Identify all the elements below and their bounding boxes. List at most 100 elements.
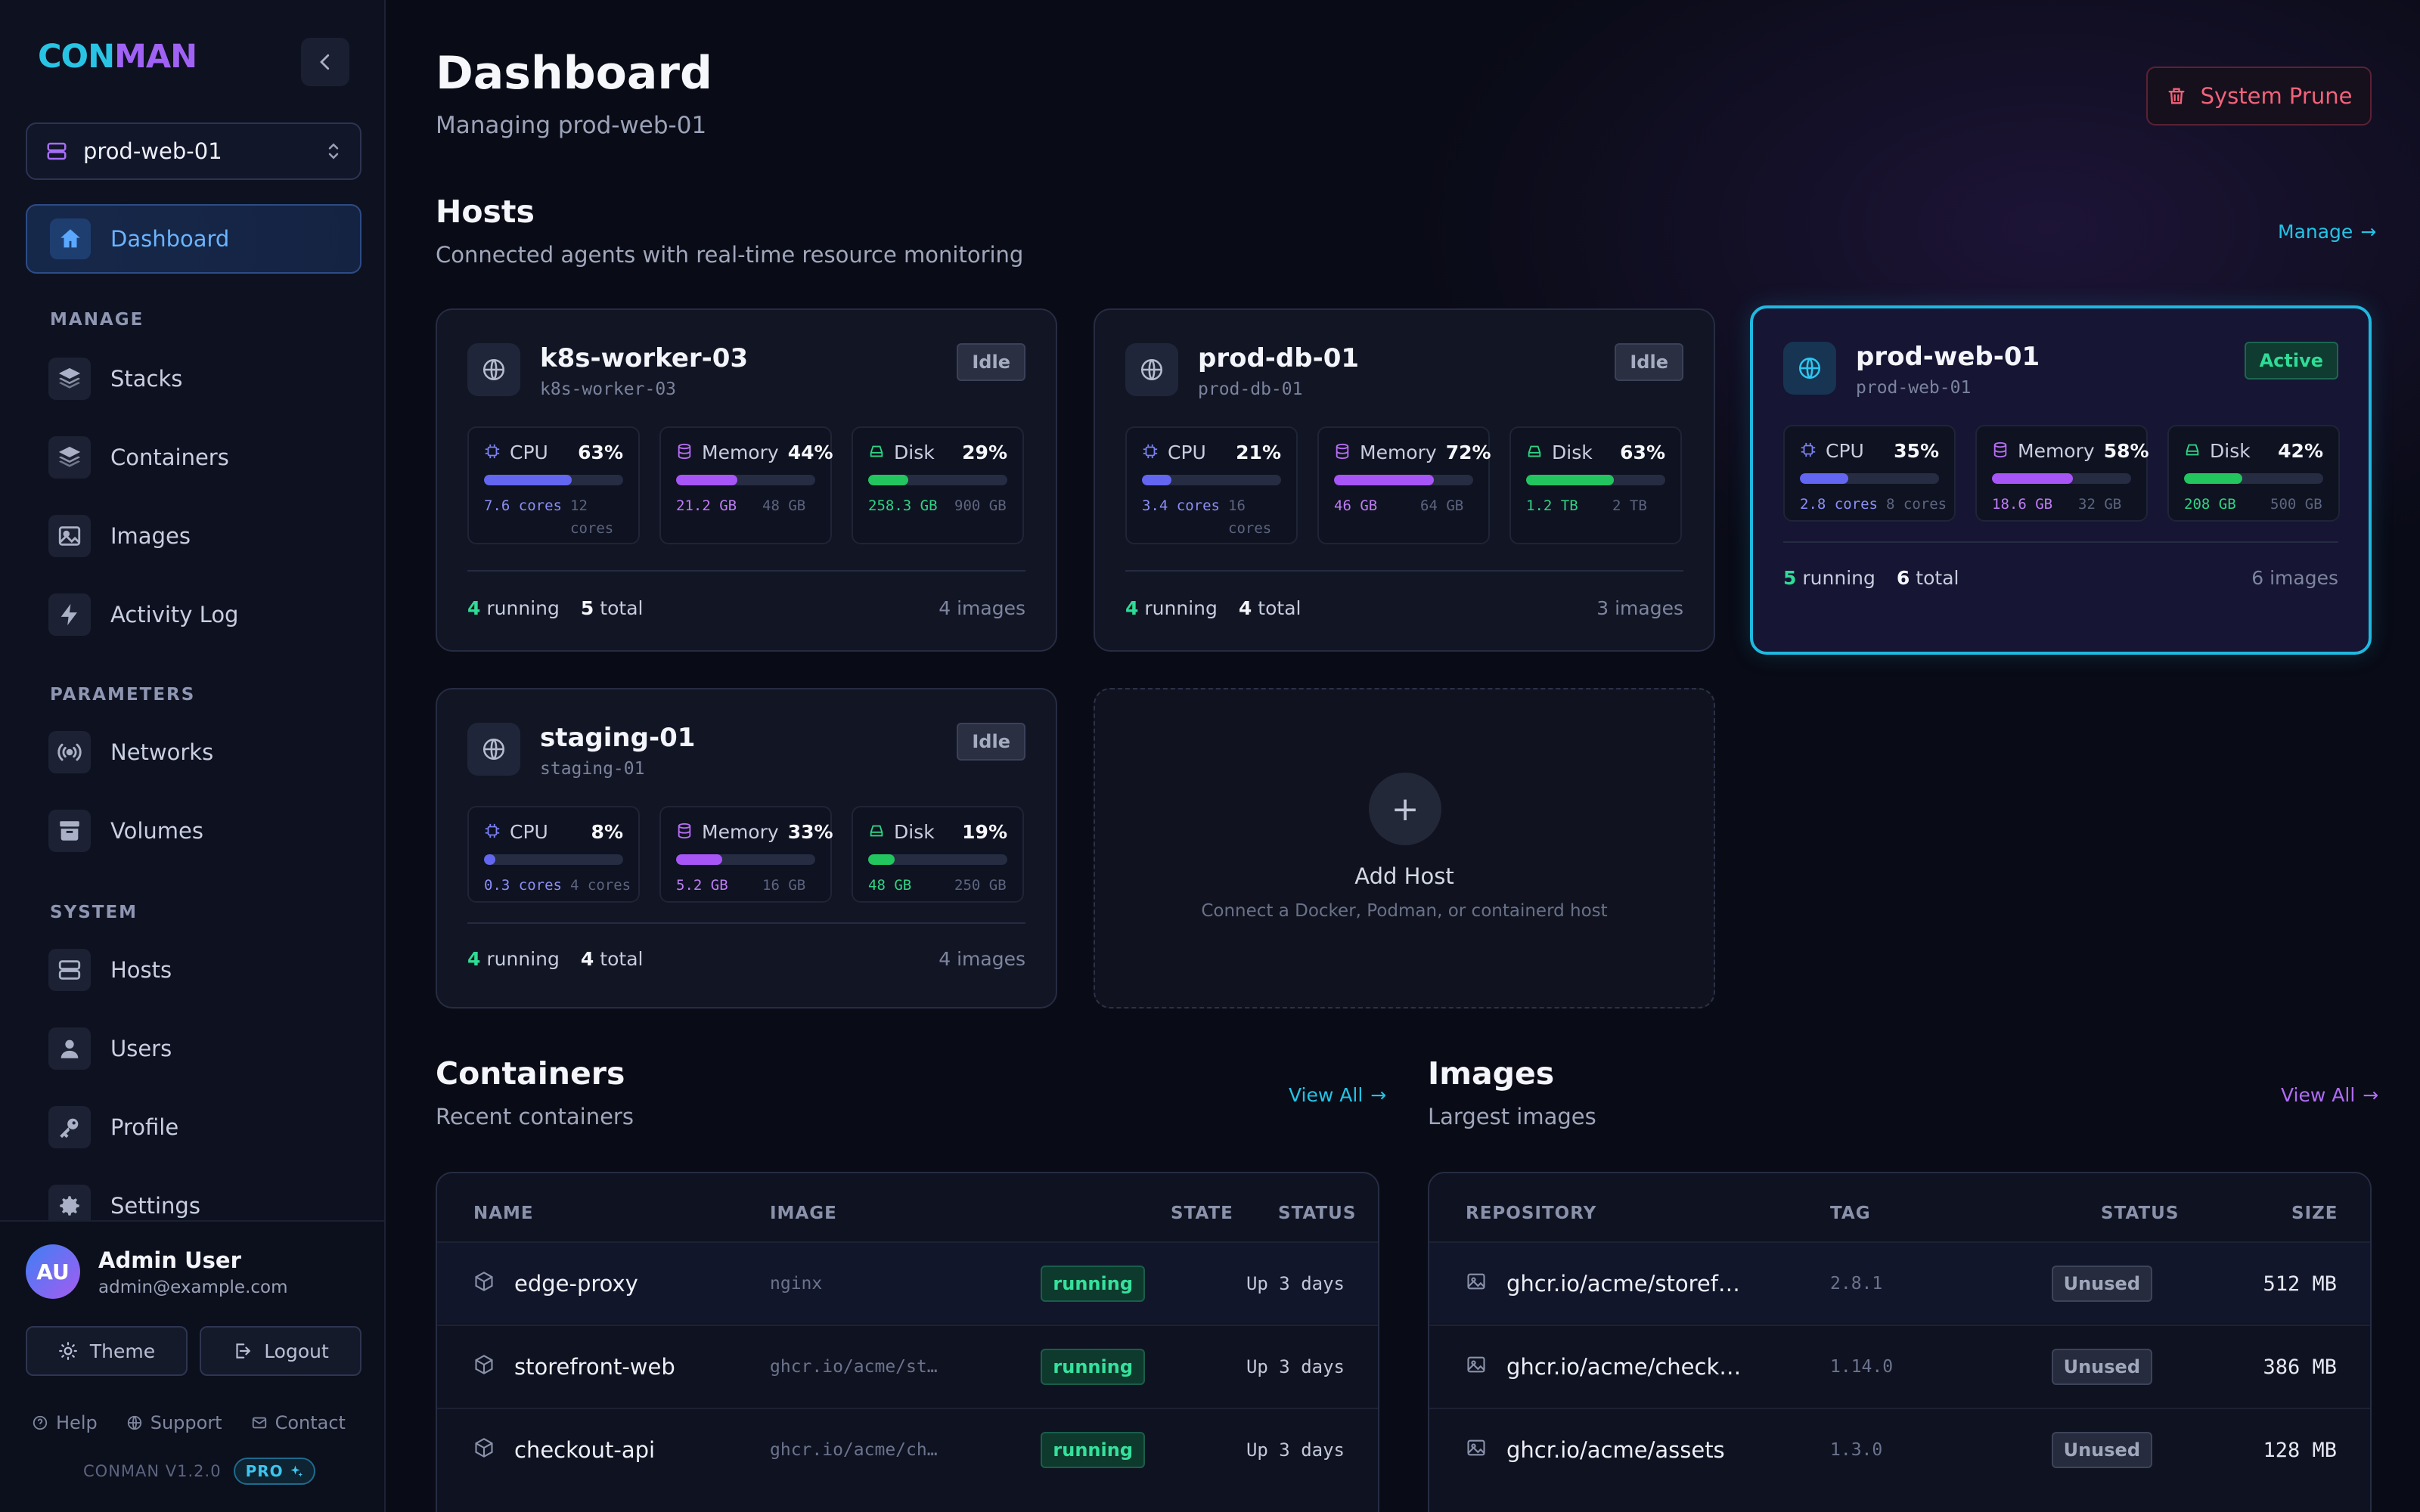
- images-count: 6 images: [2251, 567, 2338, 589]
- metric-bar: [868, 854, 1007, 865]
- logout-button[interactable]: Logout: [200, 1326, 361, 1376]
- table-row[interactable]: edge-proxy nginx running Up 3 days: [437, 1241, 1378, 1323]
- image-status-cell: Unused: [2049, 1326, 2152, 1408]
- table-row[interactable]: ghcr.io/acme/check… 1.14.0 Unused 386 MB: [1429, 1325, 2370, 1406]
- containers-view-all-link[interactable]: View All →: [1289, 1084, 1386, 1106]
- table-row[interactable]: checkout-api ghcr.io/acme/ch… running Up…: [437, 1408, 1378, 1489]
- images-view-all-link[interactable]: View All →: [2281, 1084, 2378, 1106]
- image-tag: 1.3.0: [1830, 1440, 1883, 1460]
- disk-icon: [868, 823, 885, 842]
- table-row[interactable]: storefront-web ghcr.io/acme/st… running …: [437, 1325, 1378, 1406]
- layers-icon: [48, 436, 91, 479]
- metric-memory: Memory 44% 21.2 GB 48 GB: [659, 426, 833, 544]
- images-count: 3 images: [1596, 597, 1683, 619]
- cube-icon: [473, 1354, 495, 1380]
- host-card[interactable]: staging-01 staging-01 Idle CPU 8% 0.3 co…: [436, 688, 1057, 1009]
- sidebar-item-dashboard[interactable]: Dashboard: [26, 204, 361, 274]
- sidebar-item-containers[interactable]: Containers: [48, 431, 358, 484]
- sidebar-item-settings[interactable]: Settings: [48, 1179, 358, 1232]
- metric-label: Memory: [702, 821, 779, 843]
- status-badge: Idle: [1615, 343, 1683, 381]
- host-card[interactable]: prod-web-01 prod-web-01 Active CPU 35% 2…: [1750, 305, 2372, 655]
- container-state-cell: running: [1041, 1243, 1145, 1325]
- metric-percent: 35%: [1894, 440, 1939, 462]
- metric-percent: 19%: [962, 821, 1007, 843]
- host-summary: 4 running 5 total 4 images: [467, 597, 1025, 619]
- home-icon: [50, 218, 91, 259]
- sidebar-item-profile[interactable]: Profile: [48, 1101, 358, 1154]
- sidebar-item-networks[interactable]: Networks: [48, 726, 358, 779]
- cpu-icon: [1142, 443, 1159, 463]
- container-name-cell: checkout-api: [473, 1409, 655, 1491]
- metric-label: Memory: [702, 442, 779, 463]
- layers-icon: [48, 358, 91, 400]
- help-icon: [33, 1415, 48, 1430]
- metric-percent: 21%: [1236, 442, 1281, 463]
- host-id: prod-db-01: [1198, 380, 1303, 399]
- contact-link[interactable]: Contact: [251, 1412, 346, 1433]
- theme-button[interactable]: Theme: [26, 1326, 188, 1376]
- brand-logo[interactable]: CONMAN: [38, 38, 197, 76]
- host-card[interactable]: prod-db-01 prod-db-01 Idle CPU 21% 3.4 c…: [1094, 308, 1715, 652]
- metric-bar-fill: [1142, 475, 1171, 485]
- metric-bar: [1334, 475, 1473, 485]
- sidebar-item-stacks[interactable]: Stacks: [48, 352, 358, 405]
- host-card[interactable]: k8s-worker-03 k8s-worker-03 Idle CPU 63%…: [436, 308, 1057, 652]
- collapse-sidebar-button[interactable]: [301, 38, 349, 86]
- logout-label: Logout: [264, 1340, 329, 1362]
- metric-bar-fill: [676, 854, 722, 865]
- host-metrics: CPU 63% 7.6 cores 12 cores Memory 44% 21…: [467, 426, 1024, 544]
- sidebar-item-activity-log[interactable]: Activity Log: [48, 588, 358, 641]
- metric-bar-fill: [868, 475, 909, 485]
- arrow-right-icon: →: [1370, 1084, 1387, 1106]
- host-summary: 4 running 4 total 3 images: [1125, 597, 1683, 619]
- arrow-right-icon: →: [2360, 221, 2377, 243]
- metric-bar-fill: [1334, 475, 1435, 485]
- total-count: 4: [580, 948, 594, 970]
- container-image: ghcr.io/acme/ch…: [770, 1440, 938, 1460]
- sun-icon: [58, 1342, 77, 1360]
- images-view-all-label: View All: [2281, 1084, 2356, 1106]
- theme-label: Theme: [89, 1340, 156, 1362]
- running-count: 5: [1783, 567, 1797, 589]
- system-prune-button[interactable]: System Prune: [2146, 67, 2372, 125]
- sidebar-item-label: Profile: [110, 1114, 179, 1140]
- avatar[interactable]: AU: [26, 1244, 80, 1299]
- col-repository: REPOSITORY: [1466, 1204, 1597, 1223]
- metric-bar: [1992, 473, 2131, 484]
- metric-percent: 33%: [787, 821, 833, 843]
- metric-label: Disk: [1552, 442, 1593, 463]
- manage-hosts-label: Manage: [2278, 221, 2353, 243]
- pro-label: PRO: [245, 1462, 284, 1480]
- metric-percent: 58%: [2103, 440, 2149, 462]
- container-status: Up 3 days: [1246, 1273, 1345, 1294]
- help-link[interactable]: Help: [32, 1412, 98, 1433]
- total-count: 5: [580, 597, 594, 619]
- support-link[interactable]: Support: [126, 1412, 222, 1433]
- metric-cpu: CPU 63% 7.6 cores 12 cores: [467, 426, 640, 544]
- add-host-subtitle: Connect a Docker, Podman, or containerd …: [1201, 901, 1608, 921]
- disk-icon: [1526, 443, 1543, 463]
- add-host-card[interactable]: + Add Host Connect a Docker, Podman, or …: [1094, 688, 1715, 1009]
- help-label: Help: [56, 1412, 98, 1433]
- col-size: SIZE: [2291, 1204, 2338, 1223]
- metric-bar: [1526, 475, 1665, 485]
- table-row[interactable]: ghcr.io/acme/assets 1.3.0 Unused 128 MB: [1429, 1408, 2370, 1489]
- manage-hosts-link[interactable]: Manage →: [2278, 221, 2376, 243]
- host-name: prod-web-01: [1856, 342, 2040, 372]
- sidebar-item-images[interactable]: Images: [48, 510, 358, 562]
- metric-bar: [484, 475, 623, 485]
- metric-used: 258.3 GB: [868, 497, 938, 514]
- table-row[interactable]: ghcr.io/acme/storef… 2.8.1 Unused 512 MB: [1429, 1241, 2370, 1323]
- sidebar-item-volumes[interactable]: Volumes: [48, 804, 358, 857]
- sidebar-item-users[interactable]: Users: [48, 1022, 358, 1075]
- metric-label: CPU: [1168, 442, 1206, 463]
- metric-bar-fill: [1992, 473, 2073, 484]
- host-selector[interactable]: prod-web-01: [26, 122, 361, 180]
- container-image: nginx: [770, 1274, 823, 1294]
- total-label: total: [600, 948, 644, 970]
- broadcast-icon: [48, 731, 91, 773]
- sidebar-item-hosts[interactable]: Hosts: [48, 943, 358, 996]
- image-icon: [48, 515, 91, 557]
- sidebar-item-label: Images: [110, 523, 191, 549]
